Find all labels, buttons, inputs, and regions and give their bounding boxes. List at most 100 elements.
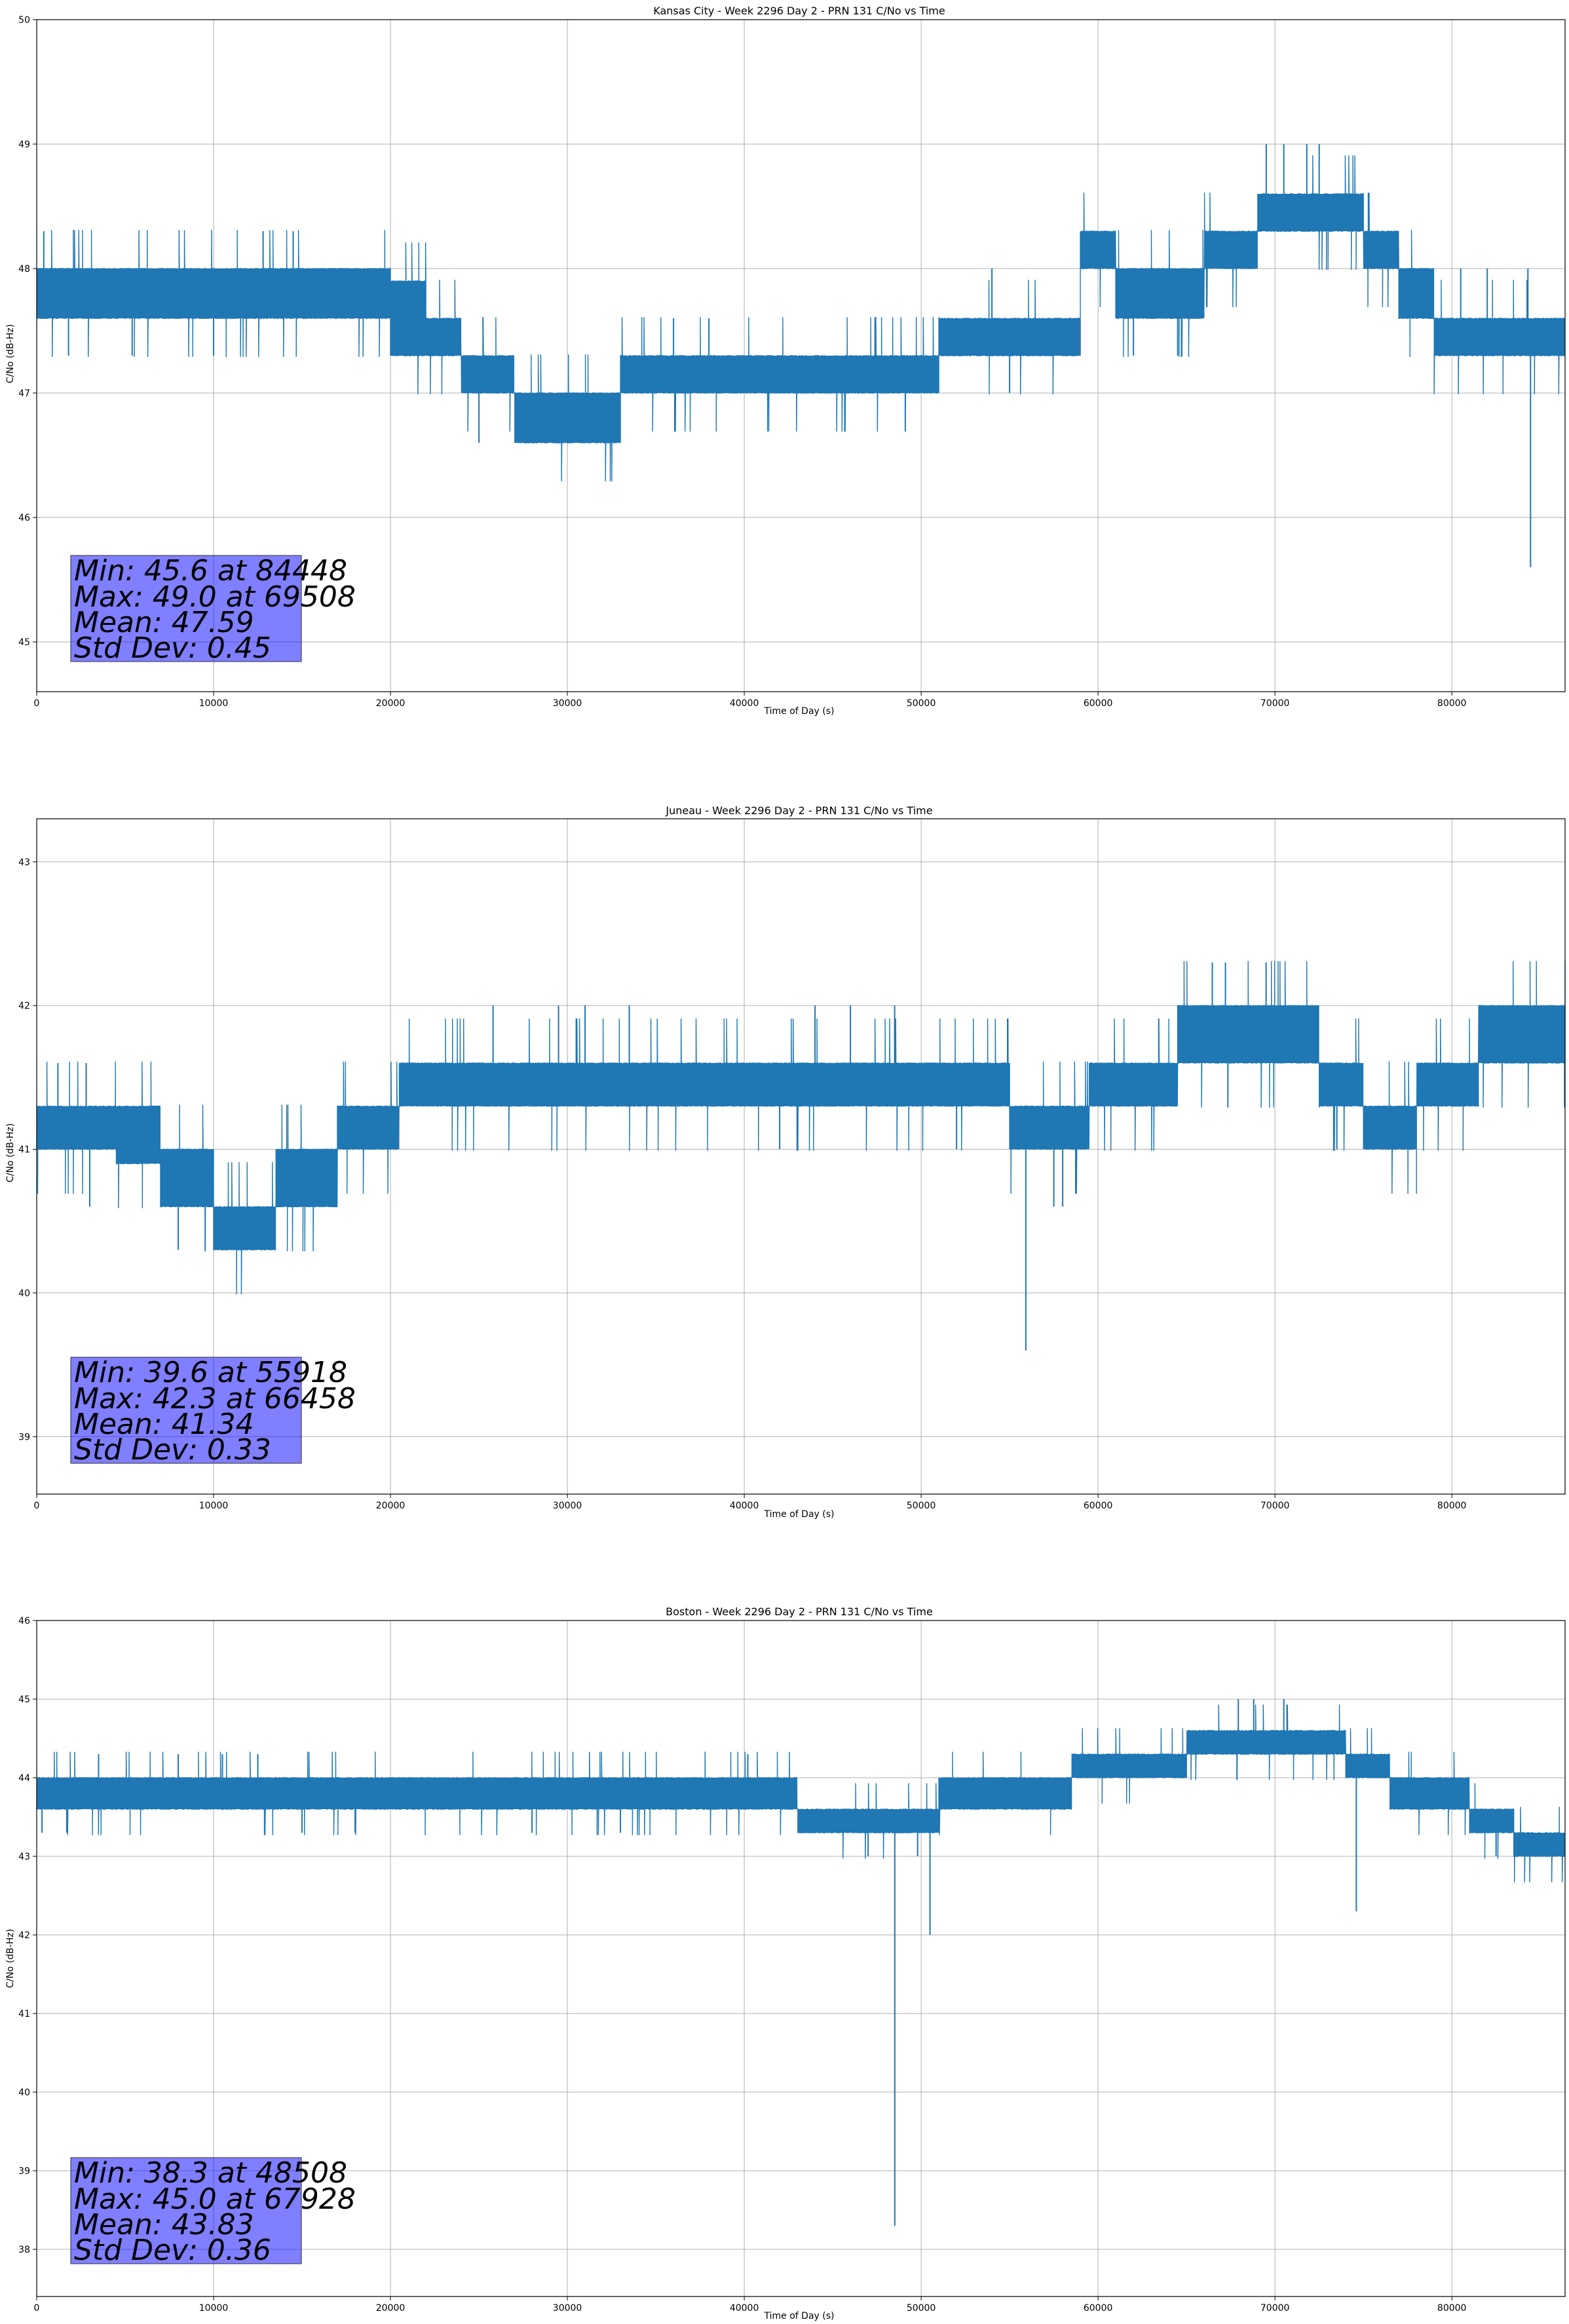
x-tick-label: 10000 [199,1501,229,1511]
series-band-segment [1478,1005,1565,1063]
y-tick-label: 39 [18,1432,30,1442]
series-band-segment [939,318,1081,356]
y-tick-label: 38 [18,2245,30,2255]
series-band-segment [1080,231,1116,269]
x-tick-label: 80000 [1437,1501,1467,1511]
stats-mean: Mean: 47.59 [74,606,254,639]
y-tick-label: 45 [18,1695,30,1705]
series-band-segment [1513,1833,1565,1856]
series-band-segment [337,1106,400,1150]
series-band-segment [1469,1809,1514,1833]
stats-max: Max: 45.0 at 67928 [74,2183,356,2216]
stats-max: Max: 42.3 at 66458 [74,1382,356,1415]
series-band-segment [1071,1754,1187,1778]
data-layer [36,1699,1565,2226]
y-tick-label: 42 [18,1930,30,1941]
y-axis-label: C/No (dB-Hz) [5,1123,16,1182]
x-tick-label: 70000 [1260,1501,1290,1511]
stats-min: Min: 45.6 at 84448 [74,554,347,588]
panel-juneau: Juneau - Week 2296 Day 2 - PRN 131 C/No … [5,804,1566,1520]
series-band-segment [275,1149,338,1207]
stats-box-background [70,1357,302,1464]
series-band-segment [1089,1062,1178,1106]
series-band-segment [1257,194,1364,231]
series-band-segment [1186,1731,1346,1754]
tick-layer: 0 10000 20000 30000 40000 50000 60000 70000 8000… [18,857,1466,1511]
series-band-segment [1010,1106,1089,1150]
panel-title: Juneau - Week 2296 Day 2 - PRN 131 C/No … [665,804,932,817]
series-band-segment [1346,1754,1390,1778]
x-tick-label: 10000 [199,2303,229,2314]
stats-std: Std Dev: 0.45 [74,631,271,665]
x-tick-label: 10000 [199,698,229,709]
axes-frame [36,1620,1566,2297]
stats-std: Std Dev: 0.33 [74,1433,271,1467]
series-band-segment [744,356,939,393]
x-tick-label: 30000 [553,698,582,709]
y-tick-label: 41 [18,1145,30,1155]
tick-layer: 0 10000 20000 30000 40000 50000 60000 70000 8000… [18,15,1466,709]
series-band-segment [390,281,426,356]
x-tick-label: 60000 [1084,1501,1113,1511]
stats-box: Min: 38.3 at 48508 Max: 45.0 at 67928 Me… [70,2156,356,2267]
panel-title: Kansas City - Week 2296 Day 2 - PRN 131 … [653,5,945,17]
stats-min: Min: 38.3 at 48508 [74,2156,347,2190]
series-band-segment [1363,231,1399,269]
series-band-segment [620,356,745,393]
series-band-segment [1319,1062,1364,1106]
series-band-segment [1116,269,1205,318]
data-layer [36,961,1566,1351]
series-band-segment [37,1778,73,1809]
series-band-segment [1177,1005,1213,1063]
x-tick-label: 40000 [730,2303,759,2314]
series-band-segment [1204,231,1258,269]
stats-box-background [70,555,302,662]
y-tick-label: 40 [18,1288,30,1299]
x-tick-label: 0 [34,2303,40,2314]
y-tick-label: 45 [18,637,30,648]
y-tick-label: 41 [18,2009,30,2019]
stats-mean: Mean: 41.34 [74,1408,254,1441]
series-band-segment [939,1778,1072,1809]
x-tick-label: 80000 [1437,2303,1467,2314]
series-band-segment [37,1106,117,1150]
series-band-segment [1389,1778,1470,1809]
x-tick-label: 50000 [907,1501,936,1511]
y-tick-label: 49 [18,140,30,150]
x-tick-label: 40000 [730,1501,759,1511]
data-layer [37,144,1565,567]
stats-box-background [70,2157,302,2264]
x-tick-label: 40000 [730,698,759,709]
series-band-segment [1213,1005,1319,1063]
y-tick-label: 42 [18,1001,30,1011]
panel-title: Boston - Week 2296 Day 2 - PRN 131 C/No … [666,1605,933,1618]
x-tick-label: 70000 [1260,2303,1290,2314]
series-band-segment [214,1207,276,1250]
x-tick-label: 80000 [1437,698,1467,709]
series-band-segment [1416,1062,1479,1106]
x-tick-label: 60000 [1084,698,1113,709]
x-tick-label: 20000 [376,698,406,709]
tick-layer: 0 10000 20000 30000 40000 50000 60000 70000 8000… [18,1616,1466,2314]
x-tick-label: 30000 [553,1501,582,1511]
x-axis-label: Time of Day (s) [764,1509,835,1520]
y-tick-label: 40 [18,2088,30,2098]
y-tick-label: 46 [18,1616,30,1626]
axes-frame [36,818,1566,1495]
x-tick-label: 50000 [907,2303,936,2314]
x-tick-label: 20000 [376,2303,406,2314]
x-tick-label: 60000 [1084,2303,1113,2314]
stats-box: Min: 45.6 at 84448 Max: 49.0 at 69508 Me… [70,554,356,665]
y-tick-label: 43 [18,857,30,868]
series-band-segment [514,393,621,443]
x-tick-label: 30000 [553,2303,582,2314]
stats-max: Max: 49.0 at 69508 [74,580,356,614]
stats-std: Std Dev: 0.36 [74,2234,271,2267]
x-axis-label: Time of Day (s) [764,2311,835,2321]
series-band-segment [426,318,462,356]
panel-kansas-city: Kansas City - Week 2296 Day 2 - PRN 131 … [5,5,1566,717]
y-tick-label: 48 [18,264,30,274]
y-tick-label: 39 [18,2166,30,2177]
